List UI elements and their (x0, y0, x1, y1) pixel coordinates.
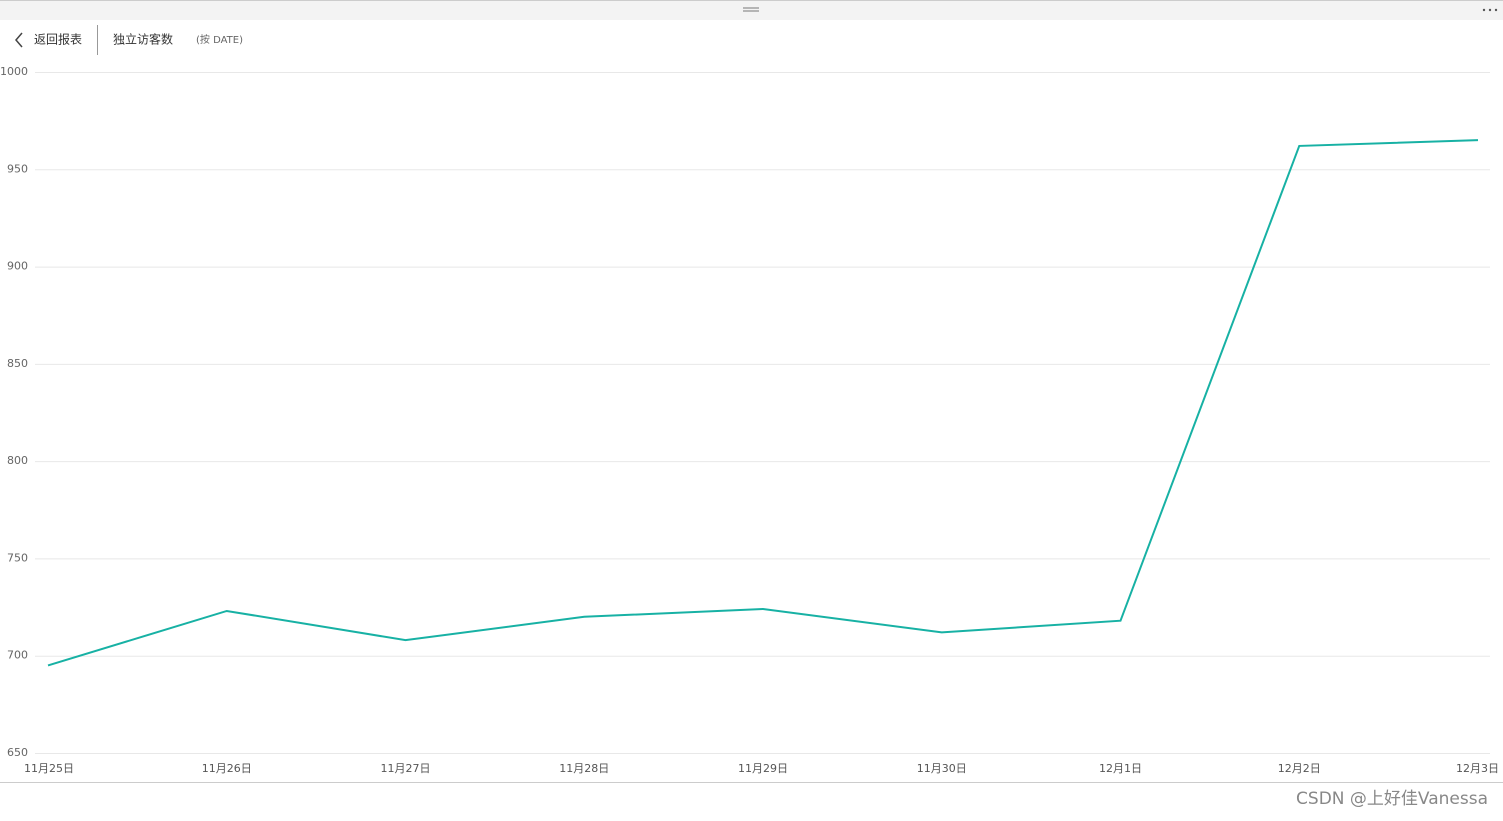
x-tick-label: 11月28日 (559, 762, 609, 775)
x-tick-label: 11月29日 (738, 762, 788, 775)
data-line (47, 139, 1479, 667)
y-tick-label: 750 (7, 551, 28, 564)
back-icon[interactable] (15, 32, 23, 48)
y-tick-label: 850 (7, 357, 28, 370)
back-button[interactable]: 返回报表 (34, 32, 82, 47)
y-tick-label: 950 (7, 162, 28, 175)
x-tick-label: 11月30日 (917, 762, 967, 775)
visual-title: 独立访客数 (113, 32, 173, 47)
y-tick-label: 1000 (0, 65, 28, 78)
y-tick-label: 650 (7, 746, 28, 759)
y-tick-label: 900 (7, 260, 28, 273)
x-tick-label: 12月3日 (1456, 762, 1499, 775)
x-tick-label: 11月25日 (24, 762, 74, 775)
y-tick-label: 700 (7, 649, 28, 662)
more-menu[interactable] (1482, 8, 1498, 12)
top-bar (0, 0, 1503, 20)
x-tick-label: 12月2日 (1278, 762, 1321, 775)
x-tick-label: 11月26日 (202, 762, 252, 775)
x-tick-label: 12月1日 (1099, 762, 1142, 775)
visual-subtitle: (按 DATE) (196, 33, 243, 46)
x-tick-label: 11月27日 (381, 762, 431, 775)
y-tick-label: 800 (7, 454, 28, 467)
watermark: CSDN @上好佳Vanessa (1296, 789, 1488, 809)
